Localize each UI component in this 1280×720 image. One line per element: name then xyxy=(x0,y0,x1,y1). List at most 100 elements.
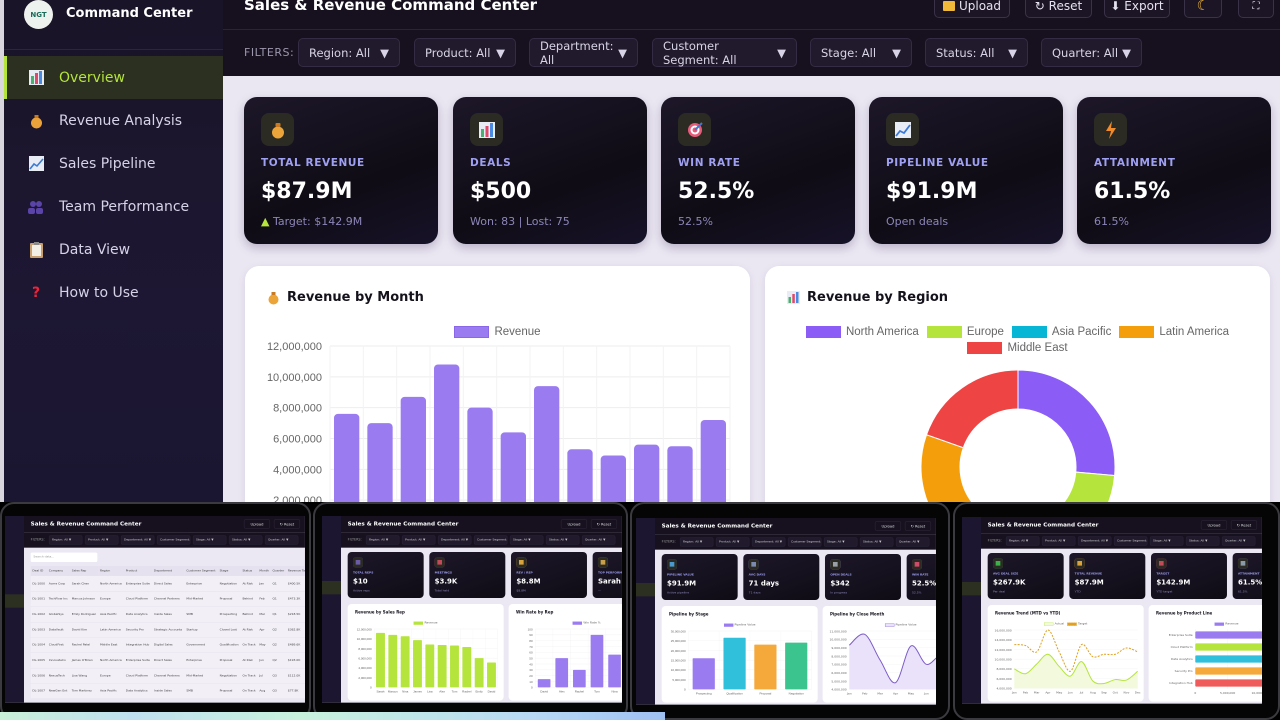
sidebar-item-how-to-use[interactable]: ? How to Use xyxy=(4,271,223,314)
mini-header-button[interactable]: ↻ Reset xyxy=(590,519,617,529)
table-row[interactable]: DL-1003 DataVault David Kim Latin America Se… xyxy=(30,622,305,638)
mini-filter[interactable]: Department: All ▼ xyxy=(120,535,155,545)
mini-filter[interactable]: Customer Segment: All ▼ xyxy=(473,535,508,545)
quarter-filter[interactable]: Quarter: All ▼ xyxy=(1041,38,1142,67)
mini-filter[interactable]: Stage: All ▼ xyxy=(1149,536,1184,546)
mini-kpi-label: TOTAL REPS xyxy=(352,571,374,575)
mini-filter[interactable]: Quarter: All ▼ xyxy=(264,535,299,545)
chart-legend[interactable]: Revenue xyxy=(245,326,750,338)
chart-title: Revenue by Month xyxy=(267,290,424,305)
mini-filter[interactable]: Status: All ▼ xyxy=(545,535,580,545)
stage-filter[interactable]: Stage: All ▼ xyxy=(810,38,912,67)
mini-filter[interactable]: Quarter: All ▼ xyxy=(1221,536,1256,546)
mini-header-button[interactable]: ↻ Reset xyxy=(904,521,931,531)
theme-toggle-button[interactable]: ☾ xyxy=(1184,0,1222,18)
mini-filter[interactable]: Region: All ▼ xyxy=(679,537,714,547)
mini-kpi-sub: Active reps xyxy=(352,589,370,593)
mini-filter[interactable]: Quarter: All ▼ xyxy=(895,537,930,547)
sidebar-item-overview[interactable]: Overview xyxy=(4,56,223,99)
table-row[interactable]: DL-1000 Acme Corp Sarah Chen North America E… xyxy=(30,576,305,592)
mini-filter[interactable]: Customer Segment: All ▼ xyxy=(156,535,191,545)
y-tick-label: 0 xyxy=(684,688,686,692)
table-cell: NewGen Ent xyxy=(48,689,68,693)
mini-filter[interactable]: Customer Segment: All ▼ xyxy=(787,537,822,547)
mini-header-button[interactable]: ↻ Reset xyxy=(273,519,300,529)
mini-filter[interactable]: Status: All ▼ xyxy=(859,537,894,547)
legend-item: Revenue xyxy=(1214,622,1239,626)
sidebar-item-sales-pipeline[interactable]: Sales Pipeline xyxy=(4,142,223,185)
mini-filter[interactable]: Stage: All ▼ xyxy=(509,535,544,545)
mini-filter[interactable]: Product: All ▼ xyxy=(84,535,119,545)
legend-item[interactable]: Europe xyxy=(926,326,1004,338)
customer-segment-filter[interactable]: Customer Segment: All ▼ xyxy=(652,38,797,67)
legend-item[interactable]: Latin America xyxy=(1119,326,1229,338)
mini-filter-bar: FILTERS: Region: All ▼ Product: All ▼ Depar… xyxy=(980,533,1262,549)
mini-chart-title: Revenue by Product Line xyxy=(1155,610,1213,616)
legend-swatch xyxy=(1119,326,1155,338)
table-cell: Asia Pacific xyxy=(100,612,117,616)
sidebar-item-team-performance[interactable]: Team Performance xyxy=(4,185,223,228)
table-row[interactable]: DL-1007 NewGen Ent Tom Martinez Asia Pacifi… xyxy=(30,683,305,699)
x-tick-label: Tom xyxy=(452,689,458,693)
mini-header-button[interactable]: Upload xyxy=(874,521,901,531)
thumbnail-sales-pipeline[interactable]: Sales & Revenue Command Center Upload ↻ Re… xyxy=(630,502,950,720)
mini-header-button[interactable]: Upload xyxy=(560,519,587,529)
table-row[interactable]: DL-1005 InnovateCo James O'Brien North Amer… xyxy=(30,653,305,668)
mini-legend: Actual Target xyxy=(988,622,1144,626)
mini-filter[interactable]: Region: All ▼ xyxy=(48,535,83,545)
legend-label: Pipeline Value xyxy=(895,623,917,627)
product-filter[interactable]: Product: All ▼ xyxy=(414,38,516,67)
mini-filter[interactable]: Product: All ▼ xyxy=(401,535,436,545)
table-cell: DL-1003 xyxy=(32,627,45,632)
table-cell: Q2 xyxy=(272,627,277,632)
table-cell: $489.6K xyxy=(287,643,301,647)
legend-swatch xyxy=(1043,622,1054,626)
mini-filter[interactable]: Department: All ▼ xyxy=(437,535,472,545)
mini-kpi-sub: YTD target xyxy=(1156,590,1173,594)
bar xyxy=(474,658,484,688)
mini-filter[interactable]: Region: All ▼ xyxy=(365,535,400,545)
mini-filter[interactable]: Customer Segment: All ▼ xyxy=(1113,536,1148,546)
sidebar-item-revenue-analysis[interactable]: Revenue Analysis xyxy=(4,99,223,142)
reset-button[interactable]: ↻ Reset xyxy=(1025,0,1092,18)
legend-item[interactable]: Asia Pacific xyxy=(1011,326,1111,338)
mini-filter[interactable]: Status: All ▼ xyxy=(228,535,263,545)
sidebar-item-data-view[interactable]: Data View xyxy=(4,228,223,271)
export-button[interactable]: ⬇ Export xyxy=(1104,0,1170,18)
mini-filter[interactable]: Region: All ▼ xyxy=(1005,536,1040,546)
mini-header-button[interactable]: Upload xyxy=(243,519,270,529)
thumbnail-data-view[interactable]: Sales & Revenue Command Center Upload ↻ Re… xyxy=(0,502,311,720)
mini-filter[interactable]: Quarter: All ▼ xyxy=(581,535,616,545)
y-tick-label: 5,000,000 xyxy=(672,678,686,682)
kpi-pipeline-value: PIPELINE VALUE $91.9M Open deals xyxy=(869,97,1063,244)
upload-button[interactable]: Upload xyxy=(934,0,1010,18)
mini-filter[interactable]: Department: All ▼ xyxy=(751,537,786,547)
mini-filter[interactable]: Stage: All ▼ xyxy=(192,535,227,545)
table-row[interactable]: DL-1002 GlobalSys Emily Rodriguez Asia Paci… xyxy=(30,607,305,622)
table-row[interactable]: DL-1006 NexusTech Lisa Wang Europe Cloud Pla… xyxy=(30,668,305,684)
mini-header-button[interactable]: ↻ Reset xyxy=(1230,520,1257,530)
mini-filter-bar: FILTERS: Region: All ▼ Product: All ▼ Depar… xyxy=(23,532,305,548)
status-filter[interactable]: Status: All ▼ xyxy=(925,38,1028,67)
thumbnail-revenue-analysis[interactable]: Sales & Revenue Command Center Upload ↻ Re… xyxy=(953,502,1280,720)
mini-filter[interactable]: Department: All ▼ xyxy=(1077,536,1112,546)
mini-filter[interactable]: Stage: All ▼ xyxy=(823,537,858,547)
region-filter[interactable]: Region: All ▼ xyxy=(298,38,400,67)
bar xyxy=(487,662,496,688)
legend-item[interactable]: North America xyxy=(805,326,919,338)
mini-chart-title: Revenue Trend (MTD vs YTD) xyxy=(994,610,1061,616)
table-row[interactable]: DL-1004 CloudFirst Rachel Patel Middle East… xyxy=(30,637,305,653)
mini-legend: Pipeline Value xyxy=(662,623,818,627)
fullscreen-button[interactable]: ⛶ xyxy=(1238,0,1274,18)
thumbnail-team-performance[interactable]: Sales & Revenue Command Center Upload ↻ Re… xyxy=(313,502,628,720)
mini-filter[interactable]: Status: All ▼ xyxy=(1185,536,1220,546)
department-filter[interactable]: Department: All ▼ xyxy=(529,38,638,67)
table-cell: Europe xyxy=(100,597,111,601)
bar xyxy=(400,396,426,531)
mini-header-button[interactable]: Upload xyxy=(1200,520,1227,530)
mini-filter[interactable]: Product: All ▼ xyxy=(715,537,750,547)
legend-item[interactable]: Revenue xyxy=(454,326,541,338)
table-row[interactable]: DL-1001 TechFlow Inc Marcus Johnson Europe C… xyxy=(30,591,305,607)
legend-item[interactable]: Middle East xyxy=(967,342,1068,354)
mini-filter[interactable]: Product: All ▼ xyxy=(1041,536,1076,546)
